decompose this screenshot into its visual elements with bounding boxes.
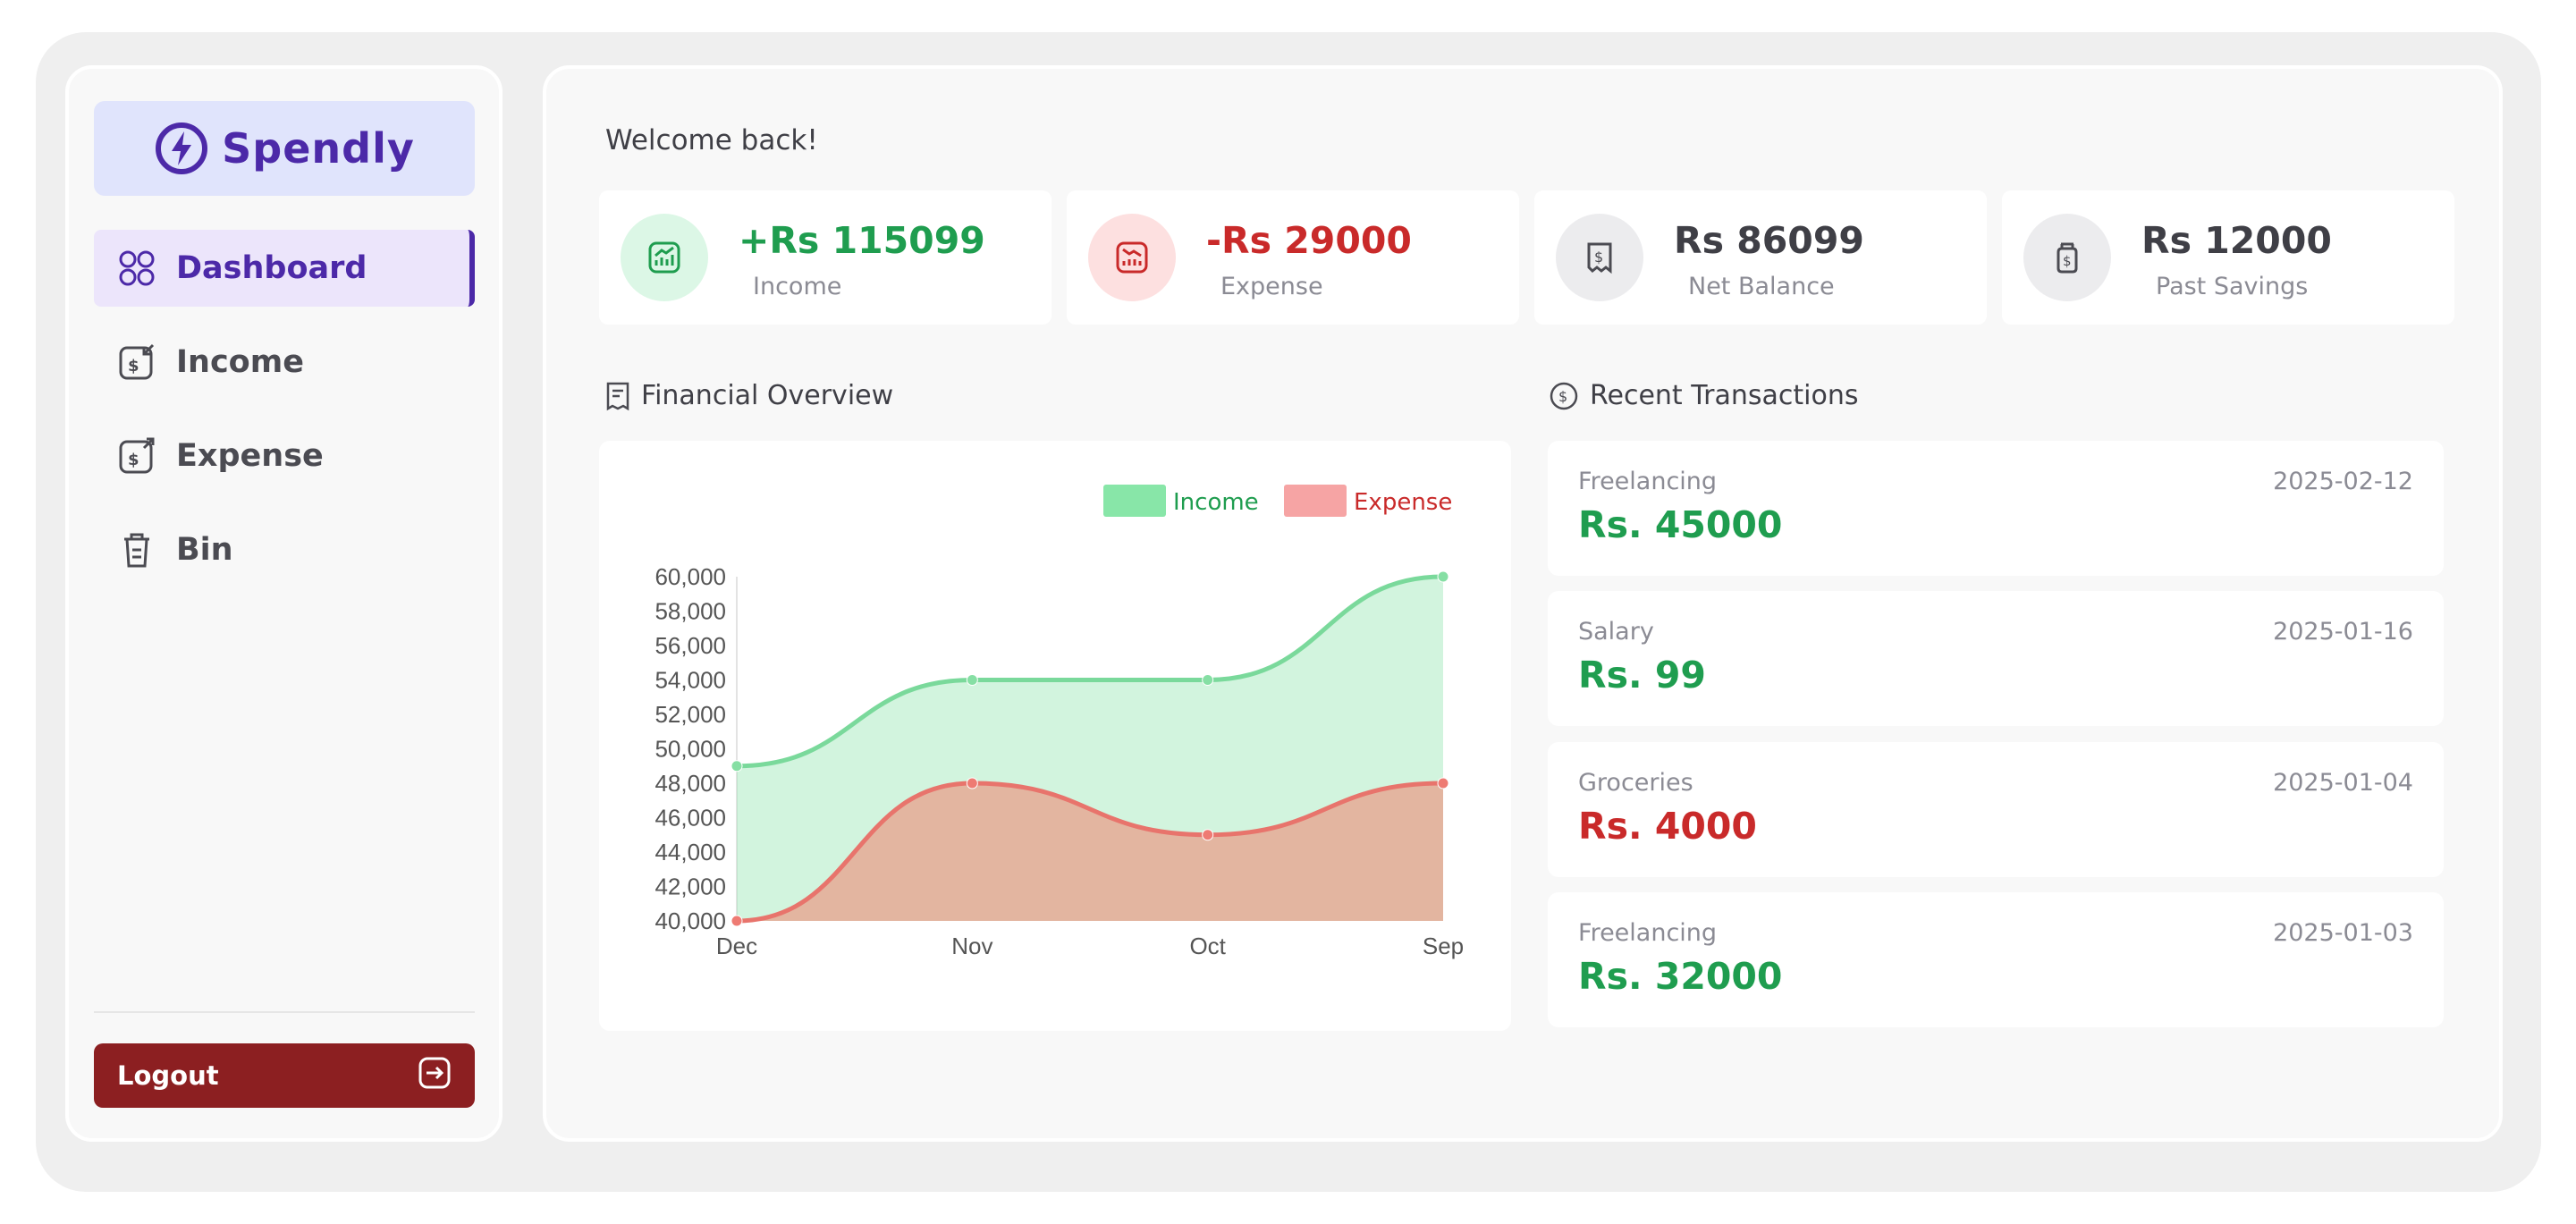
- y-tick-label: 52,000: [655, 701, 726, 728]
- sidebar-item-label: Income: [176, 344, 304, 380]
- transaction-item[interactable]: Freelancing 2025-01-03 Rs. 32000: [1548, 892, 2444, 1027]
- x-tick-label: Oct: [1189, 933, 1226, 959]
- stat-value: +Rs 115099: [739, 219, 985, 262]
- transaction-date: 2025-01-04: [2273, 769, 2413, 797]
- recent-transactions-title: $ Recent Transactions: [1549, 380, 1858, 411]
- stat-label: Income: [753, 273, 842, 300]
- legend-label-expense: Expense: [1354, 489, 1452, 516]
- x-tick-label: Sep: [1423, 933, 1464, 959]
- transaction-date: 2025-02-12: [2273, 468, 2413, 495]
- brand-name: Spendly: [222, 124, 415, 173]
- welcome-heading: Welcome back!: [605, 124, 818, 156]
- stat-card-net-balance: $ Rs 86099 Net Balance: [1534, 190, 1987, 325]
- expense-icon: $: [117, 436, 156, 476]
- sidebar-item-dashboard[interactable]: Dashboard: [94, 230, 475, 307]
- sidebar-item-income[interactable]: $ Income: [94, 324, 475, 401]
- stat-card-past-savings: $ Rs 12000 Past Savings: [2002, 190, 2454, 325]
- transaction-amount: Rs. 32000: [1578, 955, 1783, 998]
- series-line-expense: [736, 781, 1444, 924]
- svg-text:$: $: [1594, 249, 1603, 266]
- trash-icon: [117, 530, 156, 570]
- data-point-expense: [731, 915, 743, 927]
- financial-overview-chart-card: 60,000 58,000 56,000 54,000 52,000 50,000 48,0…: [599, 441, 1511, 1031]
- grid-icon: [117, 249, 156, 288]
- data-point-income: [966, 674, 978, 686]
- y-tick-label: 60,000: [655, 563, 726, 590]
- series-line-income: [736, 574, 1444, 769]
- svg-text:$: $: [128, 451, 139, 469]
- svg-text:$: $: [128, 357, 139, 376]
- main-panel: Welcome back! +Rs 115099 Income -Rs 2900…: [543, 65, 2503, 1142]
- series-area-expense: [737, 783, 1443, 921]
- financial-overview-chart: 60,000 58,000 56,000 54,000 52,000 50,000 48,0…: [655, 485, 1464, 959]
- document-icon: [606, 382, 629, 410]
- legend-label-income: Income: [1173, 489, 1259, 516]
- transaction-category: Salary: [1578, 618, 1654, 646]
- stat-label: Past Savings: [2156, 273, 2309, 300]
- financial-overview-title: Financial Overview: [605, 380, 893, 411]
- y-tick-label: 50,000: [655, 736, 726, 763]
- stat-value: Rs 86099: [1674, 219, 1864, 262]
- transaction-item[interactable]: Freelancing 2025-02-12 Rs. 45000: [1548, 441, 2444, 576]
- y-tick-label: 42,000: [655, 874, 726, 900]
- logout-label: Logout: [117, 1060, 219, 1091]
- data-point-income: [731, 760, 743, 772]
- transaction-amount: Rs. 4000: [1578, 805, 1757, 848]
- sidebar-item-label: Bin: [176, 532, 233, 568]
- y-tick-label: 54,000: [655, 667, 726, 694]
- transaction-category: Groceries: [1578, 769, 1693, 797]
- y-tick-label: 56,000: [655, 632, 726, 659]
- x-tick-label: Nov: [951, 933, 992, 959]
- chart-up-icon: [621, 214, 708, 301]
- sidebar-item-label: Expense: [176, 438, 324, 474]
- sidebar: Spendly Dashboard $ Income $ Expense: [65, 65, 503, 1142]
- sidebar-item-expense[interactable]: $ Expense: [94, 418, 475, 494]
- income-icon: $: [117, 342, 156, 382]
- data-point-expense: [1202, 829, 1214, 841]
- transaction-amount: Rs. 45000: [1578, 503, 1783, 546]
- section-title-text: Financial Overview: [641, 380, 894, 411]
- logout-icon: [418, 1056, 452, 1096]
- transaction-amount: Rs. 99: [1578, 654, 1706, 696]
- data-point-expense: [966, 777, 978, 789]
- transaction-date: 2025-01-03: [2273, 919, 2413, 947]
- stat-card-expense: -Rs 29000 Expense: [1067, 190, 1519, 325]
- bolt-logo-icon: [156, 122, 208, 174]
- stat-label: Net Balance: [1688, 273, 1835, 300]
- stat-value: -Rs 29000: [1206, 219, 1412, 262]
- x-tick-label: Dec: [716, 933, 757, 959]
- money-jar-icon: $: [2023, 214, 2111, 301]
- logout-button[interactable]: Logout: [94, 1043, 475, 1108]
- stat-label: Expense: [1220, 273, 1323, 300]
- y-tick-label: 46,000: [655, 805, 726, 831]
- sidebar-item-label: Dashboard: [176, 250, 367, 286]
- data-point-expense: [1437, 777, 1449, 789]
- legend-swatch-income: [1103, 485, 1166, 517]
- section-title-text: Recent Transactions: [1590, 380, 1859, 411]
- transaction-category: Freelancing: [1578, 919, 1718, 947]
- coin-icon: $: [1550, 382, 1578, 409]
- data-point-income: [1437, 570, 1449, 583]
- y-tick-label: 40,000: [655, 907, 726, 934]
- transaction-category: Freelancing: [1578, 468, 1718, 495]
- transaction-item[interactable]: Groceries 2025-01-04 Rs. 4000: [1548, 742, 2444, 877]
- stat-value: Rs 12000: [2141, 219, 2332, 262]
- y-tick-label: 44,000: [655, 839, 726, 865]
- data-point-income: [1202, 674, 1214, 686]
- svg-text:$: $: [1558, 388, 1567, 405]
- legend-swatch-expense: [1284, 485, 1347, 517]
- sidebar-item-bin[interactable]: Bin: [94, 511, 475, 588]
- receipt-icon: $: [1556, 214, 1643, 301]
- transaction-date: 2025-01-16: [2273, 618, 2413, 646]
- transaction-item[interactable]: Salary 2025-01-16 Rs. 99: [1548, 591, 2444, 726]
- brand-logo[interactable]: Spendly: [94, 101, 475, 196]
- chart-down-icon: [1088, 214, 1176, 301]
- sidebar-divider: [94, 1011, 475, 1013]
- stat-card-income: +Rs 115099 Income: [599, 190, 1052, 325]
- svg-text:$: $: [2063, 253, 2072, 269]
- y-tick-label: 58,000: [655, 598, 726, 625]
- y-tick-label: 48,000: [655, 770, 726, 797]
